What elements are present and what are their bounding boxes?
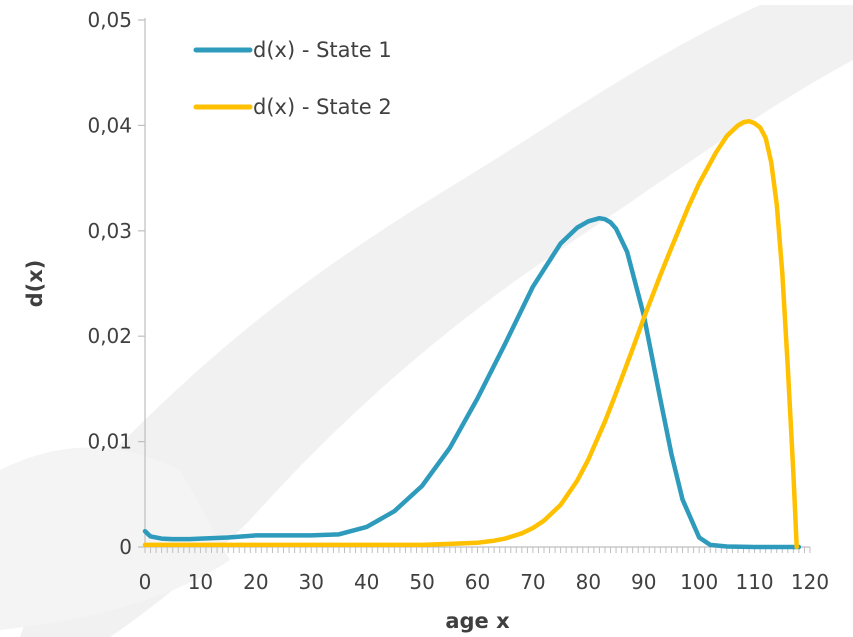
x-tick-label: 80 <box>576 570 601 594</box>
legend-label-state-1: d(x) - State 1 <box>253 38 392 62</box>
y-tick-label: 0,05 <box>87 8 132 32</box>
legend-item-state-2: d(x) - State 2 <box>193 95 392 119</box>
x-tick-label: 110 <box>735 570 773 594</box>
y-axis-ticks: 0 0,01 0,02 0,03 0,04 0,05 <box>87 8 145 559</box>
series-lines <box>142 118 802 550</box>
legend-item-state-1: d(x) - State 1 <box>193 38 392 62</box>
x-tick-label: 90 <box>631 570 656 594</box>
x-tick-label: 10 <box>188 570 213 594</box>
x-tick-label: 120 <box>791 570 829 594</box>
x-tick-label: 0 <box>139 570 152 594</box>
legend: d(x) - State 1 d(x) - State 2 <box>193 38 392 119</box>
watermark-diagonal-band <box>20 5 853 637</box>
y-tick-label: 0 <box>119 535 132 559</box>
series-line-state-2 <box>142 118 799 550</box>
x-axis-minor-ticks <box>144 547 811 553</box>
x-axis-title: age x <box>445 609 510 633</box>
y-tick-label: 0,01 <box>87 430 132 454</box>
series-line-state-1 <box>142 215 802 550</box>
x-tick-label: 40 <box>354 570 379 594</box>
x-tick-label: 70 <box>520 570 545 594</box>
x-axis-ticks: 0 10 20 30 40 50 60 70 80 90 100 110 120 <box>139 570 829 594</box>
x-tick-label: 100 <box>680 570 718 594</box>
watermark-background <box>0 5 853 637</box>
x-tick-label: 30 <box>299 570 324 594</box>
x-tick-label: 60 <box>465 570 490 594</box>
y-tick-label: 0,03 <box>87 219 132 243</box>
y-tick-label: 0,02 <box>87 324 132 348</box>
x-tick-label: 20 <box>243 570 268 594</box>
y-axis-title: d(x) <box>23 260 47 308</box>
y-tick-label: 0,04 <box>87 113 132 137</box>
watermark-lower-band <box>0 447 230 630</box>
plot-area: 0 0,01 0,02 0,03 0,04 0,05 0 10 20 30 40 50 60 70 80 9… <box>87 8 829 594</box>
x-tick-label: 50 <box>409 570 434 594</box>
legend-label-state-2: d(x) - State 2 <box>253 95 392 119</box>
